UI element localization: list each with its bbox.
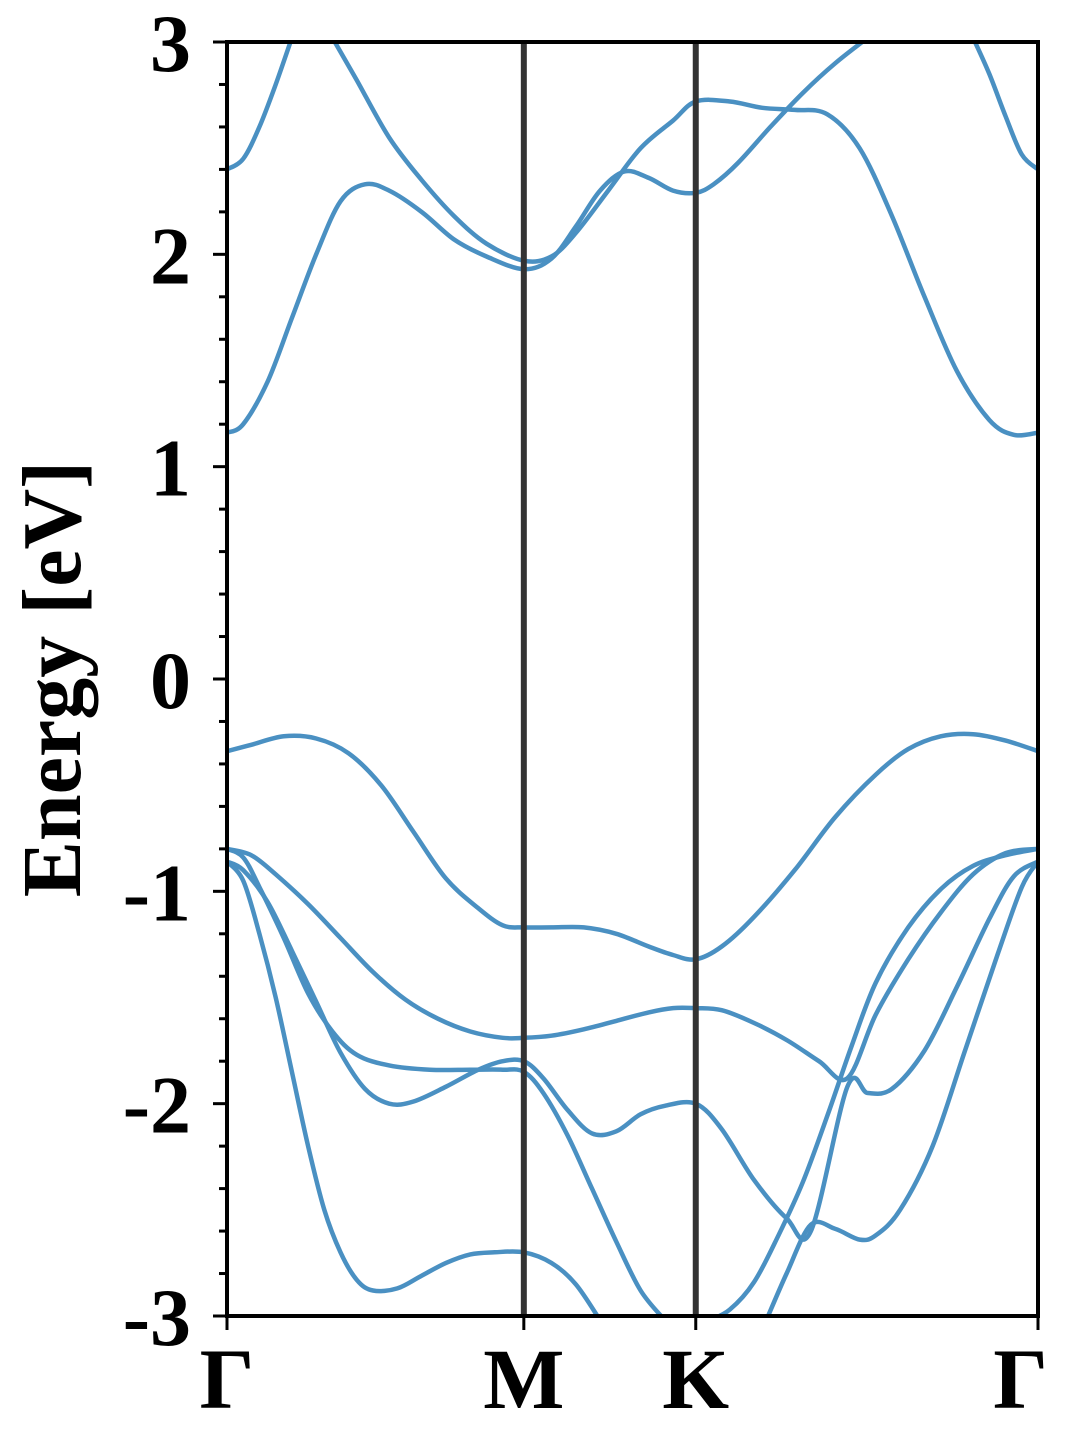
band-line-8	[227, 846, 665, 1316]
plot-frame	[225, 40, 1040, 1318]
y-tick-label: -1	[123, 847, 191, 938]
x-tick-label-m: M	[483, 1331, 564, 1427]
band-line-1	[227, 42, 293, 172]
band-line-6	[227, 846, 1038, 1083]
x-tick-label-gamma: Γ	[993, 1331, 1048, 1427]
band-line-5	[227, 731, 1038, 962]
band-line-10	[713, 846, 1038, 1316]
y-tick-label: -3	[123, 1272, 191, 1363]
y-tick-label: 3	[150, 0, 191, 89]
band-line-3	[227, 42, 866, 435]
band-line-2	[332, 42, 1038, 438]
y-tick-label: 0	[150, 635, 191, 726]
kpoint-lines	[520, 42, 699, 1316]
x-tick-label-gamma: Γ	[200, 1331, 255, 1427]
major-ticks	[213, 40, 1040, 1330]
y-tick-label: -2	[123, 1060, 191, 1151]
band-line-7	[227, 859, 1038, 1242]
y-tick-label: 2	[150, 210, 191, 301]
y-tick-labels: 3 2 1 0 -1 -2 -3	[123, 0, 191, 1363]
y-tick-label: 1	[150, 423, 191, 514]
band-line-4	[972, 42, 1038, 172]
bands-layer	[227, 42, 1038, 1316]
band-line-11	[765, 859, 1038, 1316]
x-tick-label-k: K	[662, 1331, 729, 1427]
y-axis-label: Energy [eV]	[6, 461, 99, 897]
